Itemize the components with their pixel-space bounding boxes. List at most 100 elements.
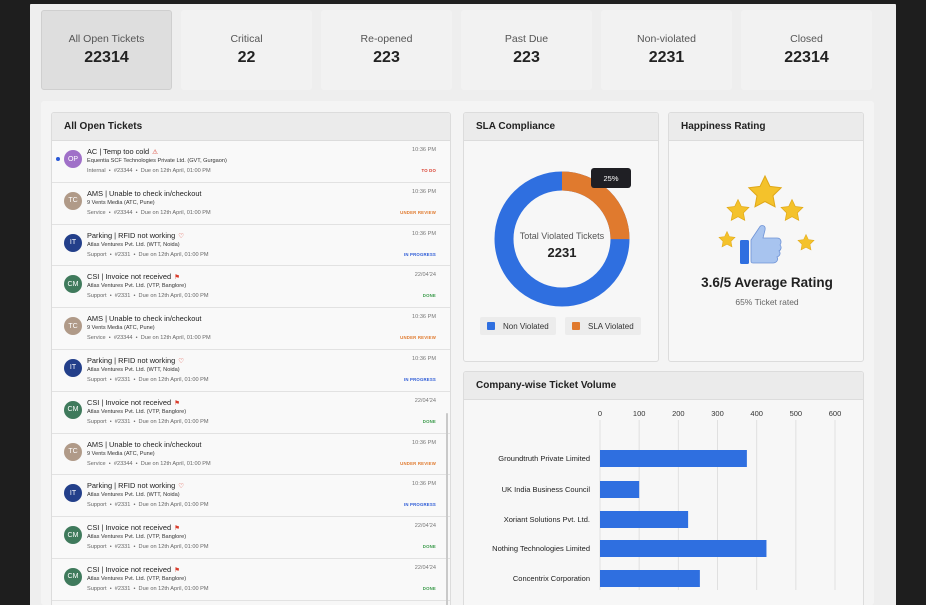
ticket-meta: Support • #2331 • Due on 12th April, 01:… bbox=[87, 585, 209, 592]
status-badge: IN PROGRESS bbox=[403, 251, 436, 257]
kpi-card-non-violated[interactable]: Non-violated 2231 bbox=[601, 10, 732, 90]
avatar: CM bbox=[64, 275, 82, 294]
avatar: IT bbox=[64, 233, 82, 252]
priority-flag-icon: ⚠ bbox=[152, 149, 158, 156]
legend-non-violated[interactable]: Non Violated bbox=[480, 317, 556, 335]
ticket-title: CSI | Invoice not received ⚑ bbox=[87, 564, 180, 574]
kpi-value: 22314 bbox=[784, 49, 829, 66]
status-badge: UNDER REVIEW bbox=[400, 209, 436, 215]
priority-flag-icon: ⚑ bbox=[174, 566, 180, 574]
ticket-title: Parking | RFID not working ♡ bbox=[87, 481, 185, 491]
ticket-company: Atlas Ventures Pvt. Ltd. (VTP, Banglore) bbox=[87, 575, 187, 582]
legend-sla-violated[interactable]: SLA Violated bbox=[565, 317, 641, 335]
priority-flag-icon: ⚑ bbox=[174, 399, 180, 407]
status-badge: UNDER REVIEW bbox=[400, 460, 436, 466]
ticket-meta: Service • #23344 • Due on 12th April, 01… bbox=[87, 335, 211, 342]
priority-flag-icon: ⚑ bbox=[174, 525, 180, 533]
ticket-meta: Support • #2331 • Due on 12th April, 01:… bbox=[87, 293, 209, 300]
bar[interactable] bbox=[600, 570, 700, 587]
legend-label: SLA Violated bbox=[588, 321, 634, 331]
ticket-row[interactable]: TC AMS | Unable to check in/checkout 9 Ven… bbox=[52, 433, 450, 476]
category-label: Groundtruth Private Limited bbox=[498, 454, 590, 463]
kpi-row: All Open Tickets 22314 Critical 22 Re-op… bbox=[41, 10, 872, 90]
ticket-title: CSI | Invoice not received ⚑ bbox=[87, 272, 180, 282]
priority-flag-icon: ⚑ bbox=[174, 274, 180, 282]
status-badge: DONE bbox=[422, 418, 436, 424]
ticket-time: 22/04'24 bbox=[414, 523, 436, 530]
star-icon bbox=[780, 198, 804, 221]
kpi-card-reopened[interactable]: Re-opened 223 bbox=[321, 10, 452, 90]
ticket-company: 9 Vents Media (ATC, Pune) bbox=[87, 199, 155, 206]
ticket-company: 9 Vents Media (ATC, Pune) bbox=[87, 450, 155, 457]
donut-tooltip: 25% bbox=[591, 168, 631, 188]
x-tick-label: 300 bbox=[711, 409, 724, 418]
ticket-company: Atlas Ventures Pvt. Ltd. (WTT, Noida) bbox=[87, 366, 180, 373]
bar[interactable] bbox=[600, 450, 747, 467]
status-badge: IN PROGRESS bbox=[403, 502, 436, 508]
scrollbar[interactable] bbox=[446, 413, 448, 605]
bar[interactable] bbox=[600, 540, 767, 557]
ticket-meta: Support • #2331 • Due on 12th April, 01:… bbox=[87, 376, 209, 383]
top-bar bbox=[30, 0, 896, 4]
ticket-row[interactable]: CM CSI | Invoice not received ⚑ Atlas Ventu… bbox=[52, 391, 450, 434]
status-badge: UNDER REVIEW bbox=[400, 335, 436, 341]
star-icon bbox=[747, 174, 783, 208]
ticket-time: 10:36 PM bbox=[412, 355, 436, 362]
thumb-icon bbox=[740, 225, 782, 264]
ticket-meta: Support • #2331 • Due on 12th April, 01:… bbox=[87, 502, 209, 509]
kpi-card-past-due[interactable]: Past Due 223 bbox=[461, 10, 592, 90]
ticket-row[interactable]: TC AMS | Unable to check in/checkout 9 Ven… bbox=[52, 308, 450, 350]
x-tick-label: 200 bbox=[672, 409, 685, 418]
dashboard-content: All Open Tickets OP AC | Temp too cold ⚠ Eq… bbox=[41, 101, 874, 605]
ticket-time: 10:36 PM bbox=[412, 188, 436, 195]
avatar: TC bbox=[64, 442, 82, 461]
legend-swatch bbox=[487, 322, 495, 330]
ticket-row[interactable]: IT Parking | RFID not working ♡ Atlas Ventu… bbox=[52, 224, 450, 267]
panel-title: All Open Tickets bbox=[52, 113, 450, 141]
avatar: TC bbox=[64, 191, 82, 210]
star-icon bbox=[797, 233, 815, 251]
donut-violated-arc[interactable] bbox=[494, 171, 630, 307]
bar[interactable] bbox=[600, 481, 640, 498]
bar[interactable] bbox=[600, 511, 689, 528]
ticket-row[interactable]: CM CSI | Invoice not received ⚑ Atlas Ventu… bbox=[52, 266, 450, 309]
status-badge: DONE bbox=[422, 585, 436, 591]
ticket-company: Atlas Ventures Pvt. Ltd. (WTT, Noida) bbox=[87, 241, 180, 248]
ticket-time: 10:36 PM bbox=[412, 147, 436, 153]
ticket-meta: Service • #23344 • Due on 12th April, 01… bbox=[87, 460, 211, 467]
kpi-card-closed[interactable]: Closed 22314 bbox=[741, 10, 872, 90]
legend-label: Non Violated bbox=[503, 321, 549, 331]
ticket-company: Atlas Ventures Pvt. Ltd. (VTP, Banglore) bbox=[87, 534, 187, 541]
ticket-company: Atlas Ventures Pvt. Ltd. (VTP, Banglore) bbox=[87, 408, 187, 415]
kpi-card-critical[interactable]: Critical 22 bbox=[181, 10, 312, 90]
ticket-row[interactable]: CM CSI | Invoice not received ⚑ Atlas Ventu… bbox=[52, 517, 450, 559]
ticket-time: 22/04'24 bbox=[414, 272, 436, 279]
ticket-row[interactable]: TC AMS | Unable to check in/checkout 9 Ven… bbox=[52, 182, 450, 225]
ticket-title: AMS | Unable to check in/checkout bbox=[87, 314, 202, 324]
thumbs-up-stars-icon bbox=[718, 174, 815, 264]
donut-center-value: 2231 bbox=[548, 245, 577, 260]
ticket-time: 22/04'24 bbox=[414, 397, 436, 404]
average-rating: 3.6/5 Average Rating bbox=[701, 275, 833, 290]
ticket-meta: Internal • #23344 • Due on 12th April, 0… bbox=[87, 168, 211, 174]
priority-flag-icon: ♡ bbox=[178, 357, 185, 365]
star-icon bbox=[718, 230, 736, 248]
avatar: CM bbox=[64, 400, 82, 419]
ticket-title: AMS | Unable to check in/checkout bbox=[87, 439, 202, 449]
kpi-value: 22314 bbox=[84, 49, 129, 66]
ticket-title: CSI | Invoice not received ⚑ bbox=[87, 523, 180, 533]
avatar: TC bbox=[64, 317, 82, 336]
avatar: IT bbox=[64, 484, 82, 503]
category-label: Concentrix Corporation bbox=[513, 574, 590, 583]
ticket-row[interactable]: IT Parking | RFID not working ♡ Atlas Ventu… bbox=[52, 475, 450, 518]
kpi-value: 22 bbox=[237, 49, 256, 66]
kpi-value: 223 bbox=[373, 49, 400, 66]
ticket-row[interactable]: CM CSI | Invoice not received ⚑ Atlas Ventu… bbox=[52, 558, 450, 601]
avatar: CM bbox=[64, 526, 82, 545]
kpi-card-all-open[interactable]: All Open Tickets 22314 bbox=[41, 10, 172, 90]
star-icon bbox=[726, 198, 750, 221]
ticket-row[interactable]: IT Parking | RFID not working ♡ Atlas Ventu… bbox=[52, 349, 450, 392]
ticket-time: 10:36 PM bbox=[412, 481, 436, 488]
priority-flag-icon: ♡ bbox=[178, 483, 185, 491]
ticket-row[interactable]: OP AC | Temp too cold ⚠ Equentia SCF Techno… bbox=[52, 141, 450, 183]
